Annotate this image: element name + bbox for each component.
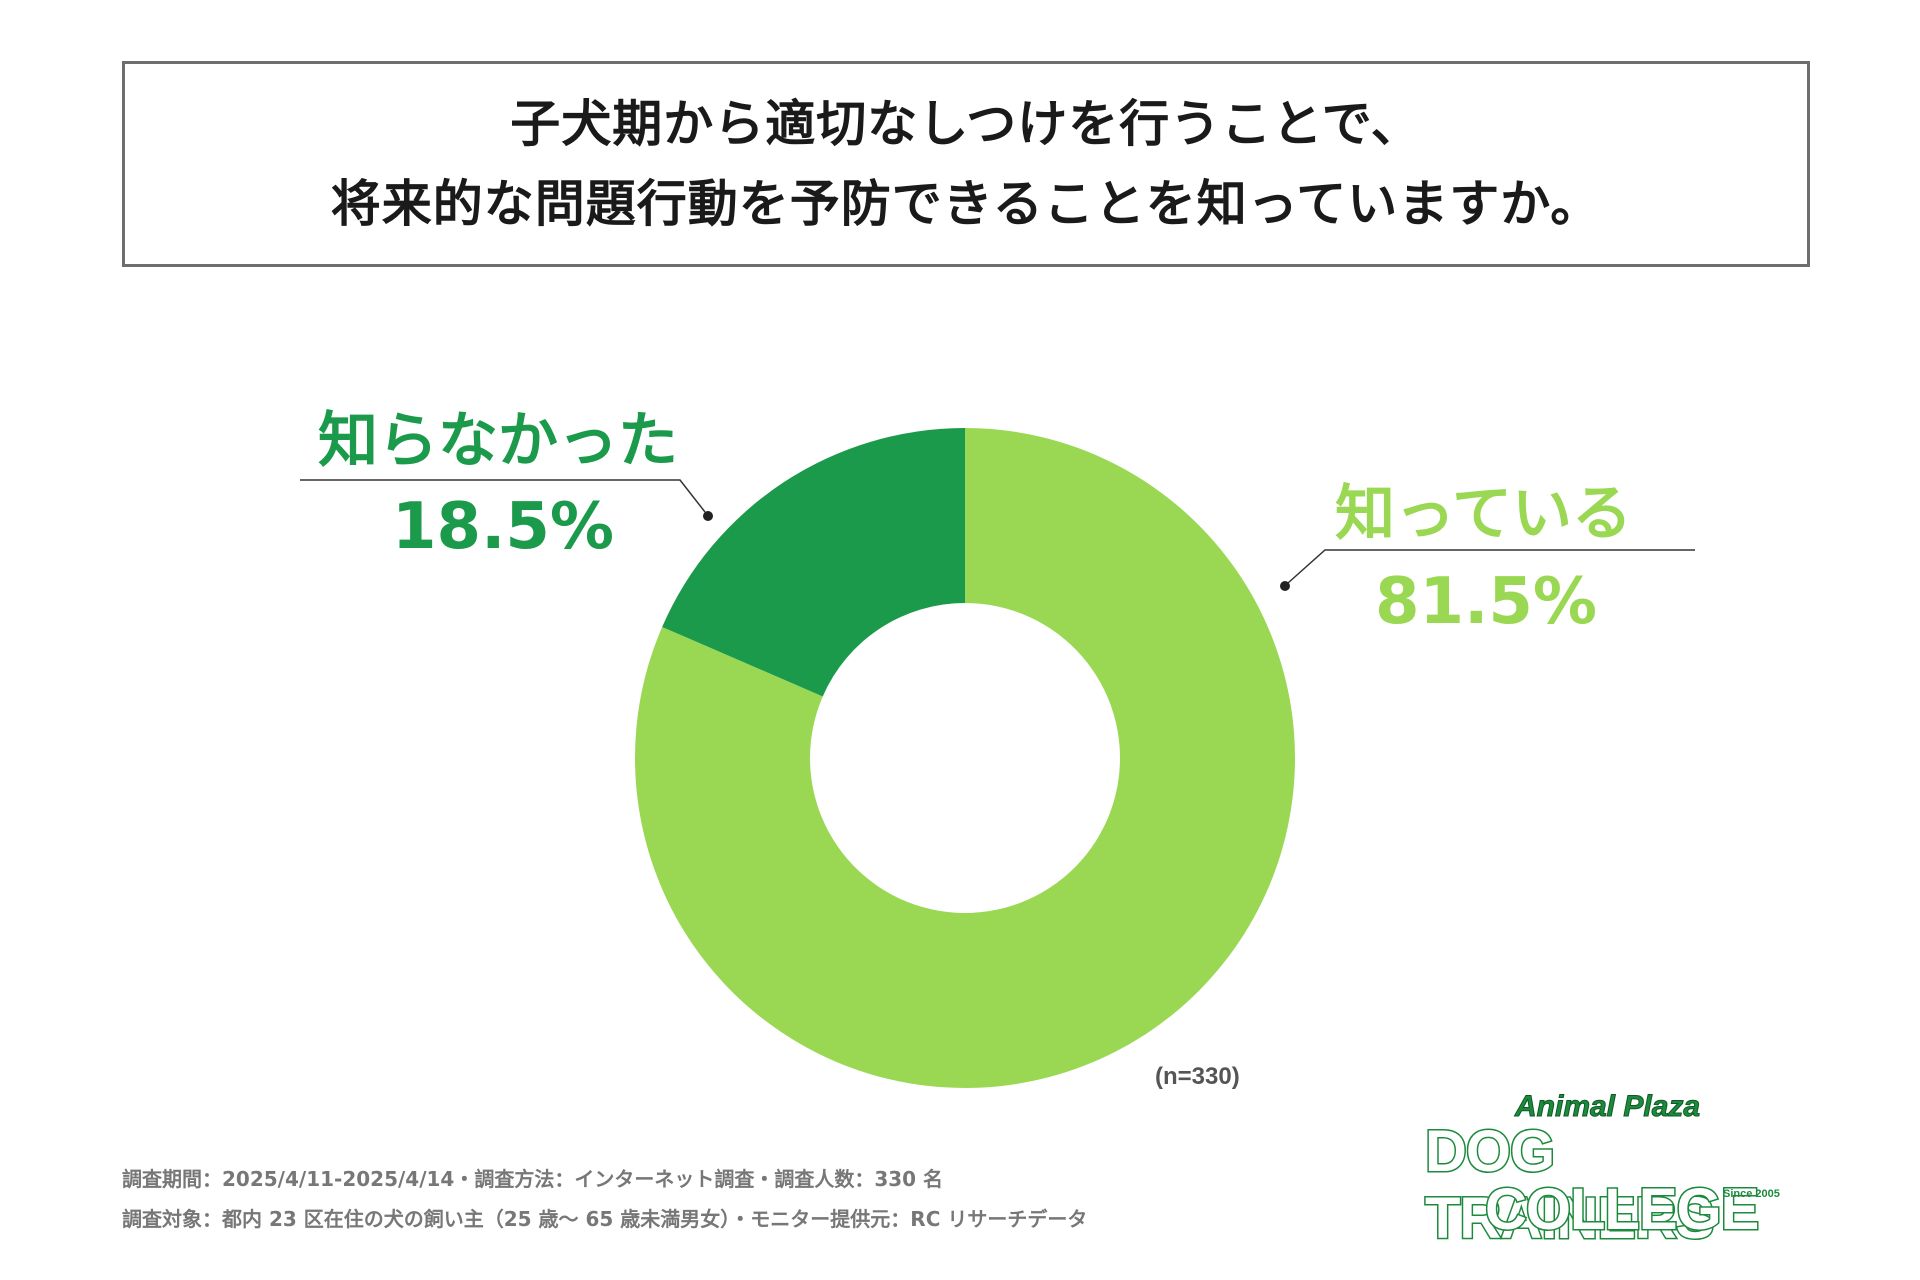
- footnote-survey-period: 調査期間：2025/4/11-2025/4/14・調査方法：インターネット調査・…: [122, 1167, 944, 1191]
- logo-bottom-text: COLLEGE: [1483, 1176, 1760, 1244]
- label-not-known: 知らなかった: [318, 406, 678, 476]
- logo-top-text: Animal Plaza: [1514, 1090, 1701, 1124]
- logo-since-text: Since 2005: [1723, 1188, 1780, 1200]
- value-known: 81.5%: [1375, 565, 1598, 639]
- label-known: 知っている: [1335, 479, 1632, 549]
- logo-mid-text: DOG TRAINERS: [1424, 1118, 1716, 1253]
- value-not-known: 18.5%: [392, 490, 615, 564]
- footnote-survey-target: 調査対象：都内 23 区在住の犬の飼い主（25 歳〜 65 歳未満男女）・モニタ…: [122, 1207, 1088, 1231]
- page-title-line-2: 将来的な問題行動を予防できることを知っていますか。: [330, 175, 1602, 233]
- slice-known: [635, 428, 1296, 1088]
- slice-not-known: [662, 428, 965, 697]
- brand-logo: Animal Plaza DOG TRAINERS COLLEGE Since …: [1415, 1090, 1795, 1253]
- title-box: 子犬期から適切なしつけを行うことで、 将来的な問題行動を予防できることを知ってい…: [122, 61, 1810, 267]
- leader-dot-known: [1280, 581, 1290, 591]
- leader-line-known: [1287, 549, 1695, 584]
- leader-dot-not-known: [703, 511, 713, 521]
- leader-line-not-known: [300, 479, 706, 513]
- page-title-line-1: 子犬期から適切なしつけを行うことで、: [510, 95, 1422, 153]
- sample-size: (n=330): [1155, 1063, 1240, 1090]
